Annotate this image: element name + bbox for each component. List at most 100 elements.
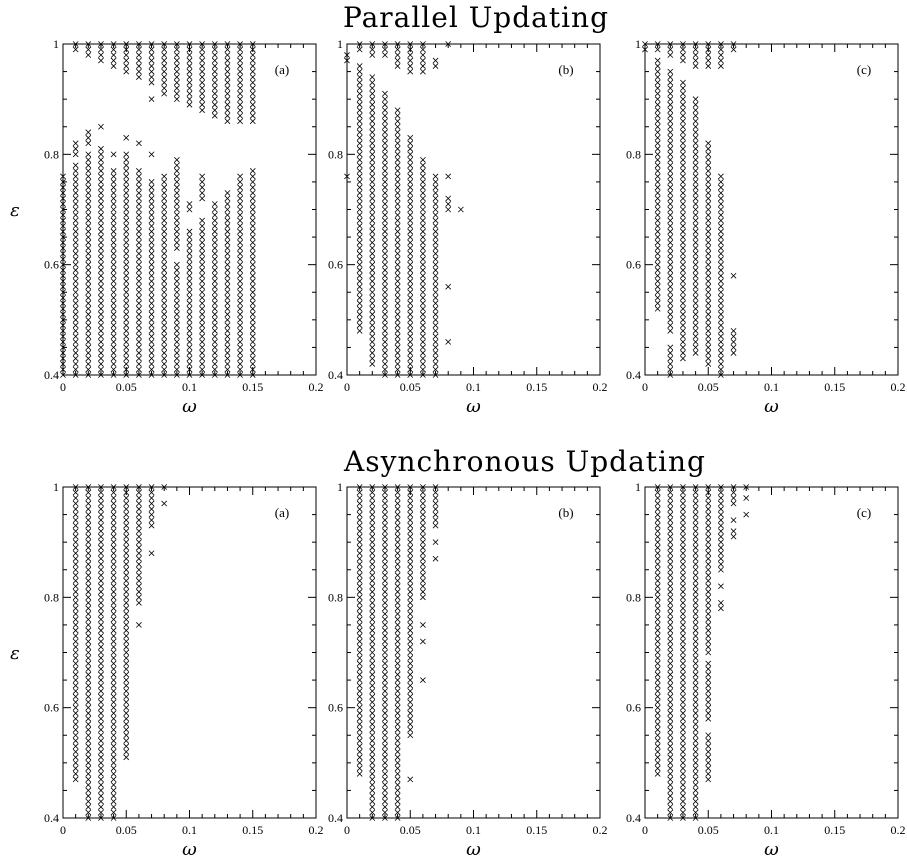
data-point <box>407 261 414 268</box>
data-point <box>72 145 79 152</box>
data-point <box>667 798 674 805</box>
data-point <box>173 355 180 362</box>
data-point <box>148 217 155 224</box>
data-point <box>356 316 363 323</box>
data-point <box>199 90 206 97</box>
data-point <box>72 555 79 562</box>
data-point <box>173 294 180 301</box>
data-point <box>356 572 363 579</box>
data-point <box>369 333 376 340</box>
data-point <box>186 322 193 329</box>
data-point <box>356 517 363 523</box>
data-point <box>382 577 388 584</box>
data-point <box>692 644 699 650</box>
data-point <box>407 511 414 518</box>
data-point <box>237 350 243 356</box>
data-point <box>654 561 661 568</box>
data-point <box>98 782 104 788</box>
data-point <box>249 228 256 235</box>
data-point <box>199 294 206 301</box>
x-tick-label: 0.05 <box>400 823 421 837</box>
data-point <box>407 710 414 717</box>
data-point <box>85 588 92 595</box>
data-point <box>369 289 376 296</box>
data-point <box>680 544 686 551</box>
data-point <box>161 74 168 80</box>
data-point <box>136 555 142 562</box>
data-point <box>211 206 218 213</box>
data-point <box>394 179 401 185</box>
data-point <box>407 267 414 274</box>
data-point <box>123 361 130 367</box>
panel-1-1: 0 0.05 0.1 0.15 0.20.40.60.81ω(b) <box>328 480 608 860</box>
data-point <box>692 333 699 340</box>
data-point <box>680 173 686 180</box>
x-axis-label: ω <box>182 839 197 860</box>
data-point <box>186 68 193 75</box>
data-point <box>148 223 155 229</box>
data-point <box>420 206 426 213</box>
data-point <box>382 162 388 169</box>
data-point <box>432 63 439 69</box>
data-point <box>407 533 414 540</box>
data-point <box>148 57 155 64</box>
data-point <box>224 267 231 274</box>
data-point <box>420 294 426 301</box>
data-point <box>356 721 363 728</box>
data-point <box>249 168 256 174</box>
data-point <box>85 239 92 246</box>
data-point <box>148 245 155 251</box>
data-point <box>394 57 401 64</box>
data-point <box>123 517 130 523</box>
x-tick-label: 0.05 <box>698 823 719 837</box>
data-point <box>680 726 686 733</box>
data-point <box>667 206 674 213</box>
data-point <box>445 201 452 207</box>
data-point <box>369 52 376 58</box>
data-point <box>85 633 92 639</box>
data-point <box>85 616 92 623</box>
data-point <box>692 168 699 174</box>
data-point <box>356 162 363 169</box>
data-point <box>98 145 104 152</box>
data-point <box>394 190 401 196</box>
data-point <box>369 776 376 783</box>
data-point <box>718 305 724 312</box>
data-point <box>211 267 218 274</box>
data-point <box>654 555 661 562</box>
data-point <box>680 655 686 661</box>
data-point <box>369 533 376 540</box>
data-point <box>148 179 155 185</box>
y-tick-label: 0.8 <box>328 147 343 161</box>
data-point <box>654 79 661 86</box>
data-point <box>692 228 699 235</box>
data-point <box>161 305 168 312</box>
data-point <box>249 68 256 75</box>
data-point <box>136 561 142 568</box>
data-point <box>123 522 130 529</box>
data-point <box>85 140 92 147</box>
data-point <box>199 63 206 69</box>
data-point <box>394 305 401 312</box>
data-point <box>85 311 92 318</box>
y-axis-label: ε <box>10 200 20 221</box>
data-point <box>680 599 686 606</box>
data-point <box>718 316 724 323</box>
data-point <box>667 704 674 711</box>
x-tick-label: 0.05 <box>698 380 719 394</box>
data-point <box>692 261 699 268</box>
data-point <box>394 140 401 147</box>
data-point <box>224 272 231 279</box>
data-point <box>382 316 388 323</box>
data-point <box>199 283 206 290</box>
data-point <box>136 500 142 507</box>
data-point <box>123 671 130 678</box>
data-point <box>249 85 256 92</box>
data-point <box>382 322 388 329</box>
data-point <box>136 46 142 53</box>
data-point <box>369 96 376 103</box>
data-point <box>136 217 142 224</box>
data-point <box>110 671 117 678</box>
data-point <box>123 594 130 601</box>
data-point <box>72 737 79 744</box>
